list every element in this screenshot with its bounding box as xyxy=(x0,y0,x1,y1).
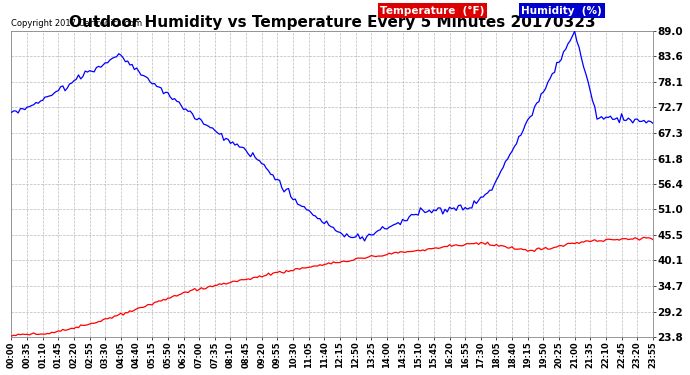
Text: Humidity  (%): Humidity (%) xyxy=(522,6,602,16)
Title: Outdoor Humidity vs Temperature Every 5 Minutes 20170323: Outdoor Humidity vs Temperature Every 5 … xyxy=(69,15,595,30)
Text: Copyright 2017 Cartronics.com: Copyright 2017 Cartronics.com xyxy=(12,18,143,27)
Text: Temperature  (°F): Temperature (°F) xyxy=(380,6,484,16)
